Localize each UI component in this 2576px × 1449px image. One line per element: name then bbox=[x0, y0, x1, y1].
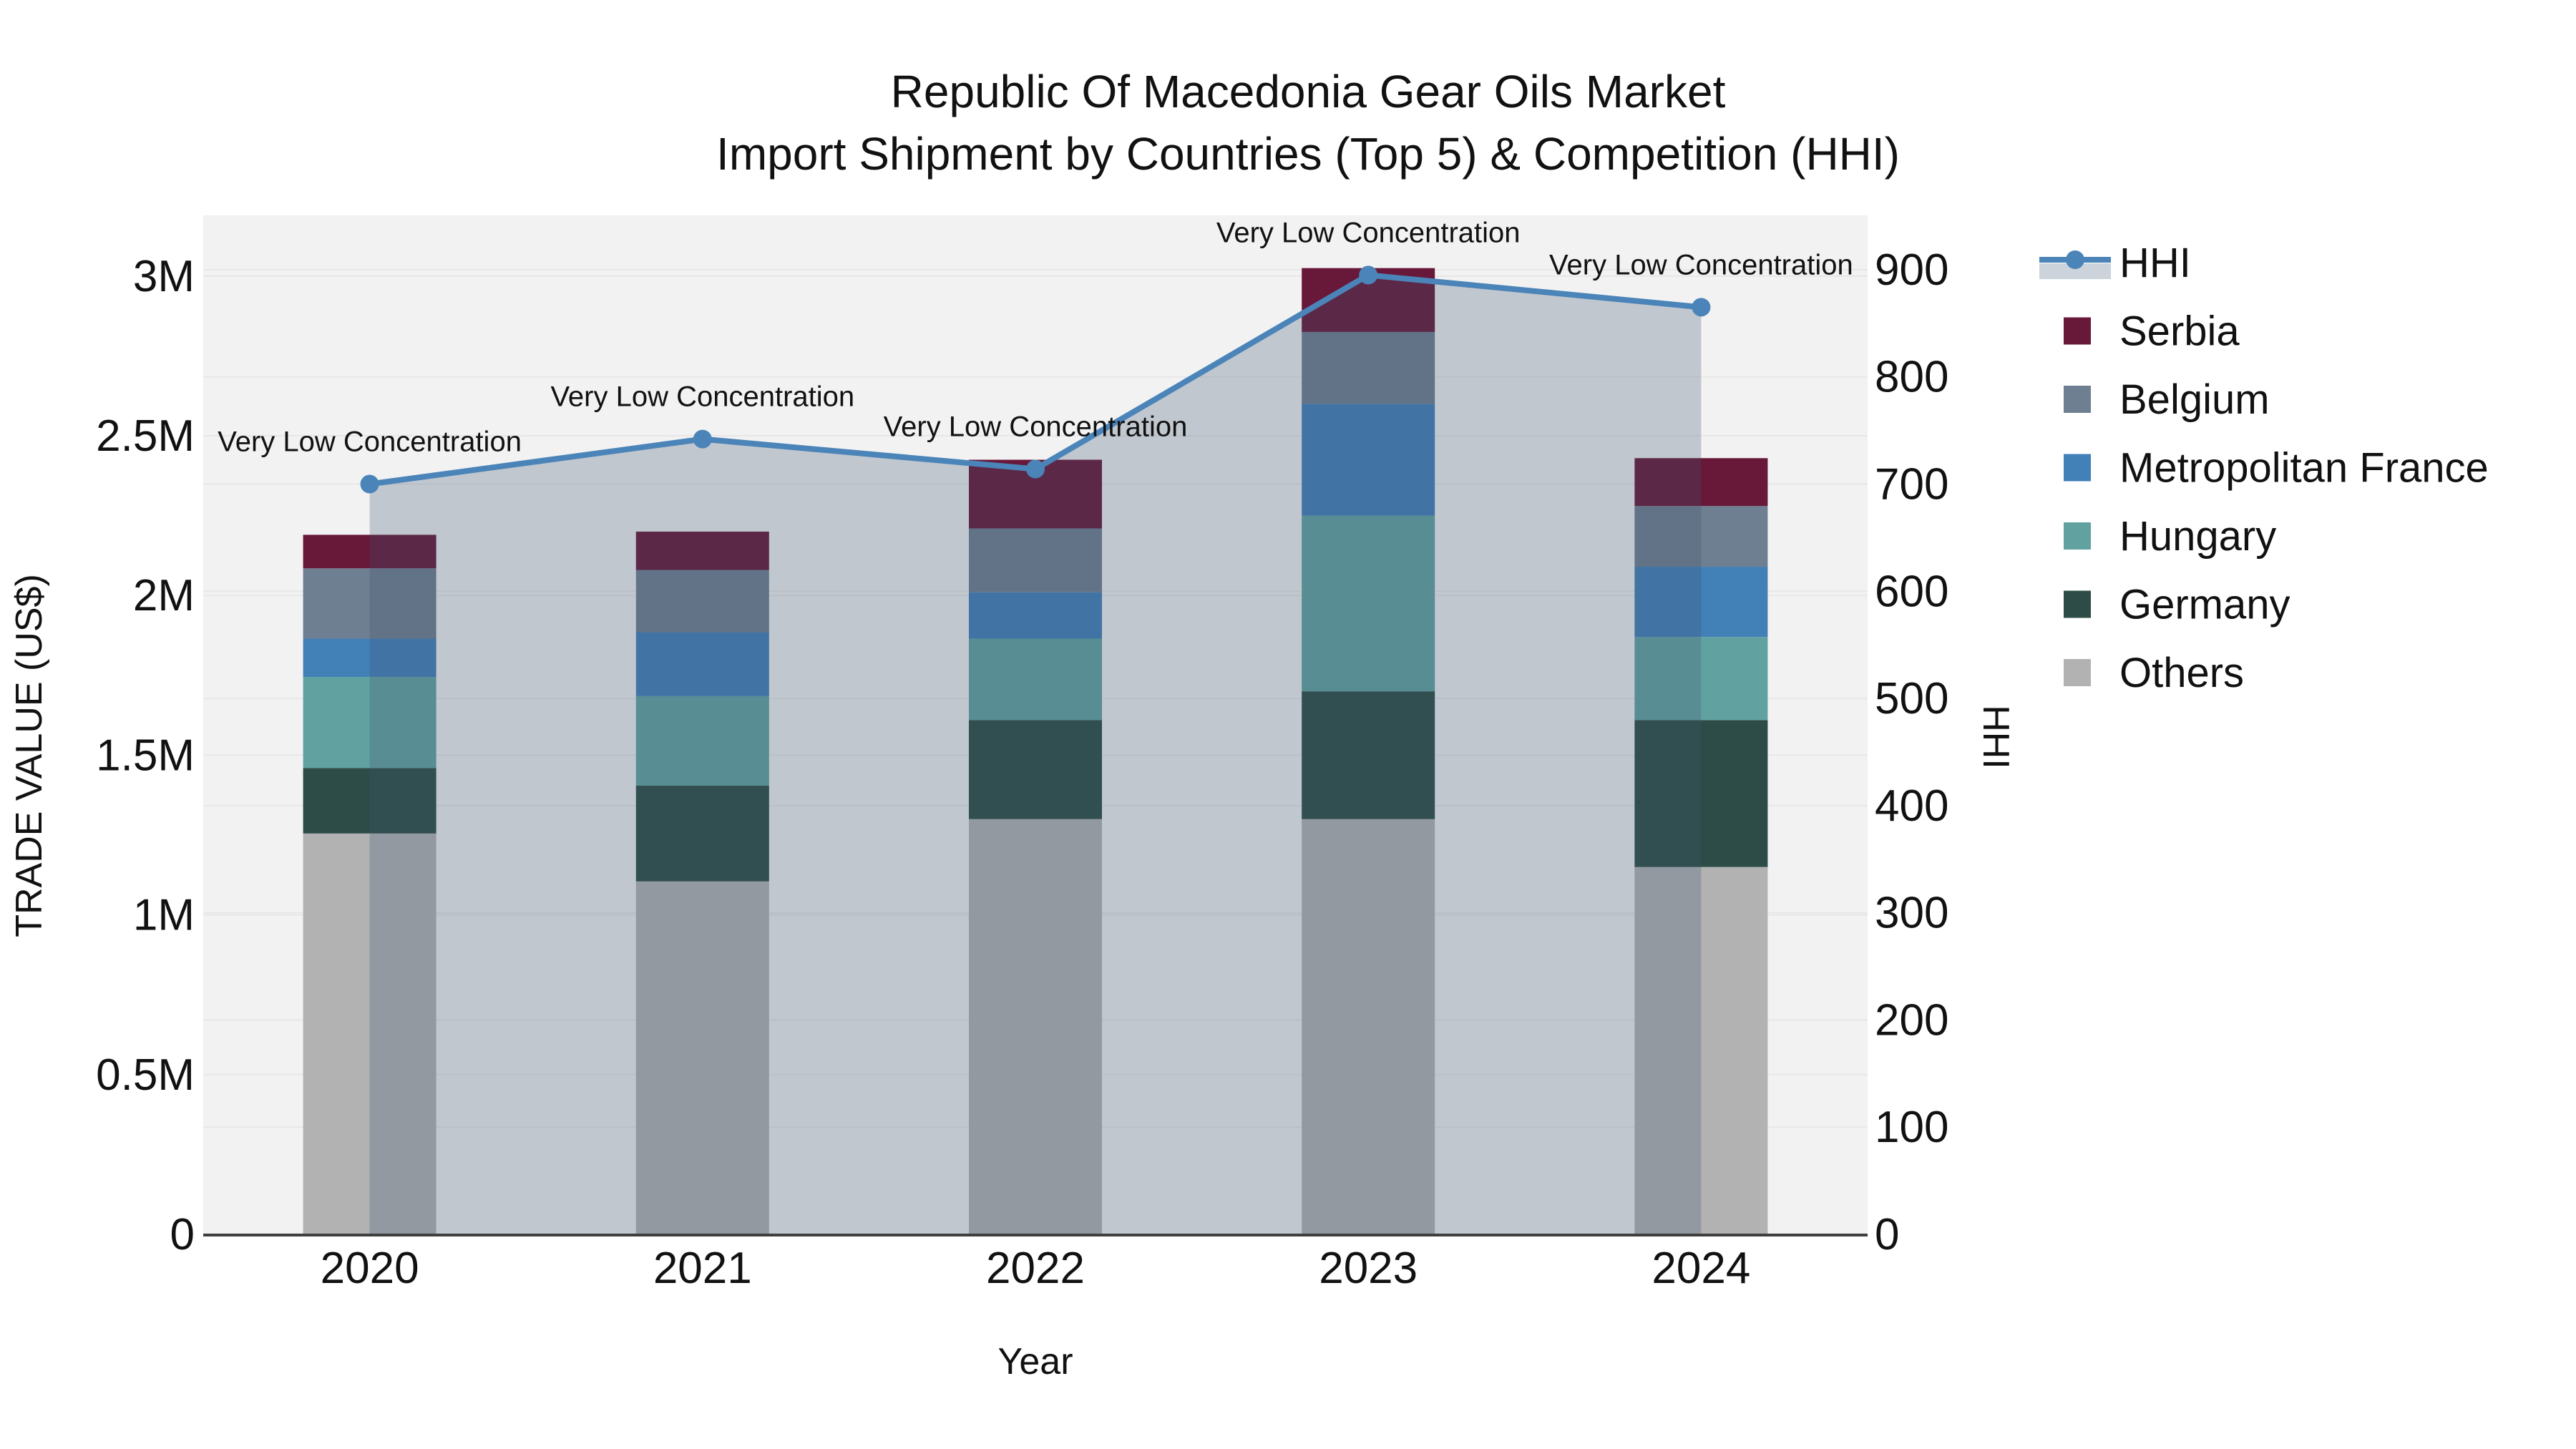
bar-segment-germany-2020[interactable] bbox=[303, 768, 436, 834]
y-right-tick-0: 0 bbox=[1875, 1210, 1899, 1259]
bar-segment-germany-2021[interactable] bbox=[635, 785, 769, 882]
legend-label: Metropolitan France bbox=[2119, 445, 2489, 492]
chart-title-line2: Import Shipment by Countries (Top 5) & C… bbox=[716, 128, 1900, 180]
bar-segment-others-2024[interactable] bbox=[1634, 867, 1768, 1234]
bar-segment-belgium-2021[interactable] bbox=[635, 570, 769, 633]
legend-swatch bbox=[2064, 317, 2091, 345]
legend-swatch bbox=[2064, 659, 2091, 686]
bar-segment-hungary-2020[interactable] bbox=[303, 677, 436, 769]
bar-segment-others-2020[interactable] bbox=[303, 833, 436, 1234]
x-tick-2024: 2024 bbox=[1652, 1244, 1750, 1293]
bar-segment-metropolitan-france-2024[interactable] bbox=[1634, 567, 1768, 638]
bar-segment-hungary-2024[interactable] bbox=[1634, 637, 1768, 721]
y-right-tick-100: 100 bbox=[1875, 1103, 1948, 1152]
legend-hhi-marker-sample bbox=[2066, 250, 2084, 269]
x-tick-2020: 2020 bbox=[321, 1244, 419, 1293]
legend-item-belgium[interactable]: Belgium bbox=[2064, 376, 2270, 423]
bar-segment-hungary-2023[interactable] bbox=[1302, 515, 1435, 692]
bar-segment-metropolitan-france-2022[interactable] bbox=[969, 592, 1102, 639]
y-left-axis-title: TRADE VALUE (US$) bbox=[9, 574, 50, 937]
bar-segment-metropolitan-france-2023[interactable] bbox=[1302, 404, 1435, 516]
bar-segment-metropolitan-france-2021[interactable] bbox=[635, 632, 769, 696]
annotation-very-low-concentration-2024: Very Low Concentration bbox=[1549, 249, 1853, 280]
legend-swatch bbox=[2064, 522, 2091, 550]
bar-segment-hungary-2022[interactable] bbox=[969, 638, 1102, 721]
y-right-tick-300: 300 bbox=[1875, 889, 1948, 938]
y-left-tick-1.5M: 1.5M bbox=[96, 731, 195, 780]
legend-item-hhi[interactable]: HHI bbox=[2039, 240, 2191, 286]
annotation-very-low-concentration-2021: Very Low Concentration bbox=[550, 381, 854, 413]
bar-segment-germany-2022[interactable] bbox=[969, 720, 1102, 819]
hhi-area-fill bbox=[369, 275, 1702, 1234]
bar-segment-belgium-2024[interactable] bbox=[1634, 506, 1768, 567]
y-right-tick-700: 700 bbox=[1875, 460, 1948, 509]
x-tick-2022: 2022 bbox=[986, 1244, 1085, 1293]
bar-segment-belgium-2023[interactable] bbox=[1302, 331, 1435, 404]
annotation-very-low-concentration-2020: Very Low Concentration bbox=[218, 426, 522, 458]
x-axis-title: Year bbox=[997, 1341, 1073, 1382]
x-tick-2023: 2023 bbox=[1319, 1244, 1418, 1293]
annotation-very-low-concentration-2022: Very Low Concentration bbox=[884, 411, 1188, 443]
legend-label: Germany bbox=[2119, 582, 2290, 628]
y-right-tick-500: 500 bbox=[1875, 674, 1948, 723]
legend-swatch bbox=[2064, 590, 2091, 618]
legend-item-germany[interactable]: Germany bbox=[2064, 582, 2290, 628]
legend-label: Hungary bbox=[2119, 513, 2276, 560]
y-left-tick-3M: 3M bbox=[133, 252, 195, 301]
y-right-tick-900: 900 bbox=[1875, 245, 1948, 295]
chart-title-line1: Republic Of Macedonia Gear Oils Market bbox=[891, 66, 1726, 117]
bar-segment-serbia-2024[interactable] bbox=[1634, 458, 1768, 507]
legend-item-serbia[interactable]: Serbia bbox=[2064, 308, 2240, 355]
bar-segment-serbia-2021[interactable] bbox=[635, 531, 769, 570]
bar-segment-germany-2023[interactable] bbox=[1302, 691, 1435, 819]
y-right-tick-200: 200 bbox=[1875, 995, 1948, 1045]
y-left-tick-0.5M: 0.5M bbox=[96, 1050, 195, 1100]
y-right-axis-title: HHI bbox=[1975, 705, 2016, 769]
x-tick-2021: 2021 bbox=[653, 1244, 752, 1293]
y-right-tick-800: 800 bbox=[1875, 353, 1948, 402]
legend-item-hungary[interactable]: Hungary bbox=[2064, 513, 2276, 560]
legend-item-others[interactable]: Others bbox=[2064, 650, 2244, 696]
hhi-marker-2024[interactable] bbox=[1692, 298, 1711, 317]
bar-segment-belgium-2022[interactable] bbox=[969, 528, 1102, 592]
legend-label: HHI bbox=[2119, 240, 2191, 286]
bar-segment-belgium-2020[interactable] bbox=[303, 568, 436, 639]
legend-label: Belgium bbox=[2119, 376, 2270, 423]
bar-segment-metropolitan-france-2020[interactable] bbox=[303, 638, 436, 678]
legend-swatch bbox=[2064, 386, 2091, 413]
bar-segment-hungary-2021[interactable] bbox=[635, 696, 769, 786]
bar-segment-others-2023[interactable] bbox=[1302, 819, 1435, 1234]
hhi-marker-2020[interactable] bbox=[360, 474, 379, 494]
legend-item-metropolitan-france[interactable]: Metropolitan France bbox=[2064, 445, 2489, 492]
y-left-tick-2M: 2M bbox=[133, 571, 195, 620]
bar-segment-others-2022[interactable] bbox=[969, 819, 1102, 1234]
legend-hhi-area-sample bbox=[2039, 263, 2111, 279]
hhi-marker-2022[interactable] bbox=[1026, 459, 1045, 479]
bar-segment-serbia-2020[interactable] bbox=[303, 535, 436, 569]
legend-label: Others bbox=[2119, 650, 2244, 696]
y-right-tick-400: 400 bbox=[1875, 781, 1948, 831]
hhi-marker-2023[interactable] bbox=[1359, 265, 1378, 285]
bar-segment-germany-2024[interactable] bbox=[1634, 720, 1768, 867]
y-left-tick-1M: 1M bbox=[133, 891, 195, 940]
bar-segment-others-2021[interactable] bbox=[635, 881, 769, 1234]
y-right-tick-600: 600 bbox=[1875, 567, 1948, 616]
y-left-tick-0: 0 bbox=[170, 1210, 195, 1259]
annotation-very-low-concentration-2023: Very Low Concentration bbox=[1216, 217, 1521, 248]
legend-swatch bbox=[2064, 454, 2091, 482]
legend-label: Serbia bbox=[2119, 308, 2240, 355]
hhi-marker-2021[interactable] bbox=[693, 429, 712, 449]
y-left-tick-2.5M: 2.5M bbox=[96, 411, 195, 461]
